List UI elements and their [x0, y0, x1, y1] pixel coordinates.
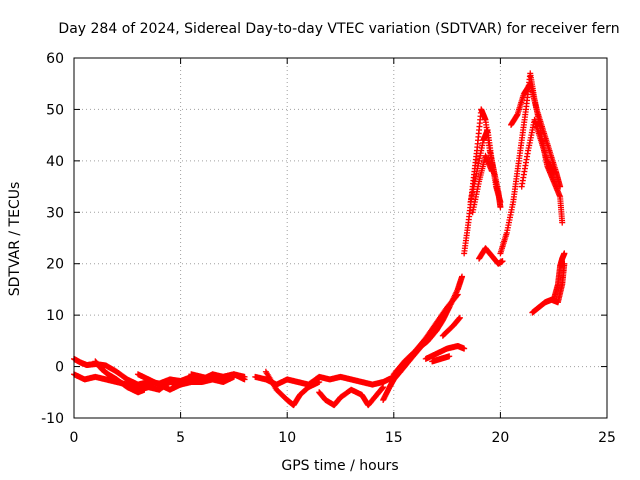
y-axis-label: SDTVAR / TECUs [7, 182, 23, 297]
data-point-marker [241, 373, 248, 380]
x-tick-label: 0 [70, 430, 79, 446]
data-point-marker [316, 379, 323, 385]
data-point-marker [499, 258, 506, 265]
data-point-marker [488, 168, 495, 175]
data-point-marker [459, 273, 466, 280]
y-tick-label: 40 [46, 154, 64, 170]
y-tick-label: 60 [46, 51, 64, 67]
x-axis-label: GPS time / hours [281, 458, 398, 474]
plot-frame [73, 57, 608, 419]
chart-title: Day 284 of 2024, Sidereal Day-to-day VTE… [58, 21, 619, 37]
grid-layer [74, 58, 607, 418]
data-point-marker [497, 199, 504, 205]
data-point-marker [456, 314, 463, 321]
data-point-marker [461, 345, 468, 352]
x-tick-label: 20 [491, 430, 509, 446]
data-point-marker [561, 250, 568, 257]
data-point-marker [497, 204, 504, 211]
data-point-marker [141, 386, 148, 393]
x-tick-label: 15 [385, 430, 403, 446]
data-point-marker [550, 170, 557, 177]
x-tick-label: 25 [598, 430, 616, 446]
data-point-marker [559, 219, 566, 226]
data-point-marker [454, 291, 461, 298]
x-tick-label: 10 [278, 430, 296, 446]
y-tick-label: 20 [46, 257, 64, 273]
y-tick-label: 30 [46, 205, 64, 221]
data-point-marker [557, 183, 564, 190]
y-tick-label: 0 [55, 360, 64, 376]
y-tick-label: -10 [41, 411, 64, 427]
x-tick-label: 5 [176, 430, 185, 446]
data-point-marker [380, 384, 387, 391]
data-series-sdtvar [71, 70, 568, 409]
y-tick-label: 10 [46, 308, 64, 324]
tick-layer: 0 5 10 15 20 25 -10 0 10 20 30 40 50 60 [41, 51, 616, 446]
y-tick-label: 50 [46, 102, 64, 118]
data-point-marker [177, 381, 184, 388]
data-point-marker [446, 353, 453, 360]
data-point-marker [453, 292, 460, 299]
